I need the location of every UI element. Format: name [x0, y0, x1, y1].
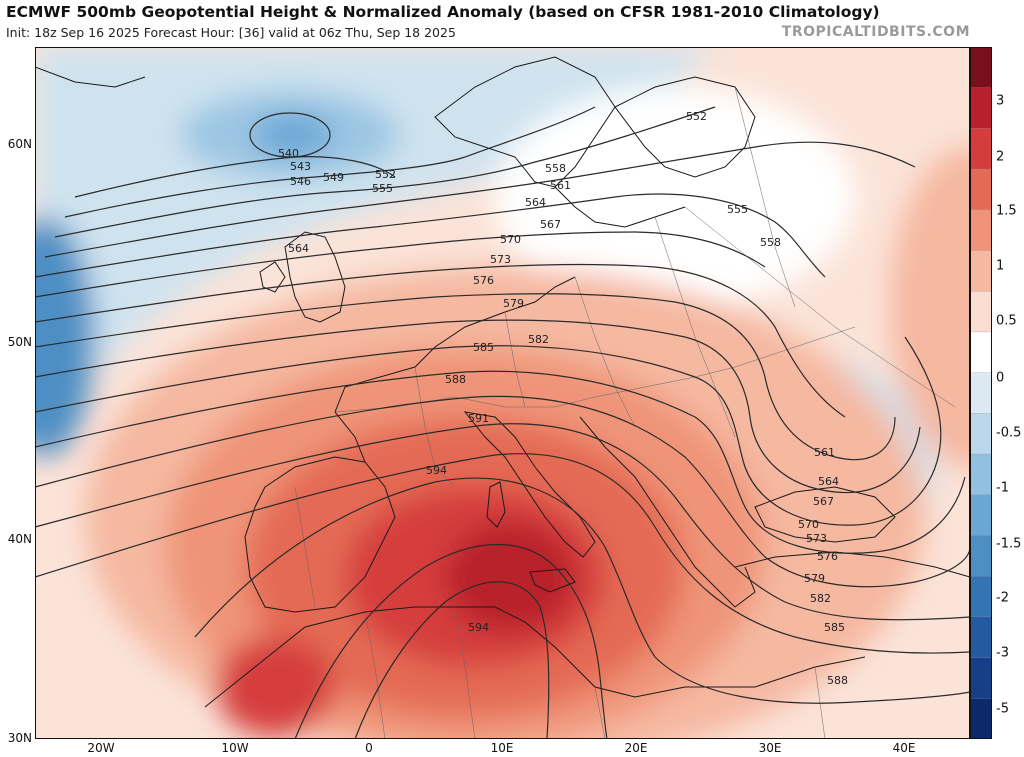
chart-title: ECMWF 500mb Geopotential Height & Normal…	[6, 3, 880, 21]
colorbar-label: 2	[996, 149, 1005, 165]
lon-label: 0	[365, 741, 373, 755]
colorbar-cell	[970, 128, 992, 170]
colorbar-cell	[970, 250, 992, 292]
height-label: 573	[490, 253, 511, 266]
height-label: 582	[528, 333, 549, 346]
height-label: 588	[445, 373, 466, 386]
height-label: 543	[290, 160, 311, 173]
height-label: 564	[288, 242, 309, 255]
height-label: 549	[323, 171, 344, 184]
lon-label: 40E	[892, 741, 916, 755]
height-label: 555	[727, 203, 748, 216]
colorbar-cell	[970, 535, 992, 577]
colorbar-cell	[970, 494, 992, 537]
height-label: 561	[814, 446, 835, 459]
height-label: 576	[473, 274, 494, 287]
colorbar-cell	[970, 168, 992, 211]
colorbar-cell	[970, 87, 992, 130]
colorbar-cell	[970, 698, 992, 739]
credit-label: TROPICALTIDBITS.COM	[781, 24, 970, 40]
colorbar-label: 3	[996, 93, 1005, 109]
colorbar-label: -5	[996, 701, 1009, 717]
height-label: 579	[804, 572, 825, 585]
lon-label: 30E	[758, 741, 782, 755]
chart-subtitle: Init: 18z Sep 16 2025 Forecast Hour: [36…	[6, 25, 456, 40]
height-label: 591	[468, 412, 489, 425]
height-label: 564	[525, 196, 546, 209]
anomaly-shading	[35, 47, 970, 739]
colorbar-cell	[970, 291, 992, 333]
lon-label: 10W	[221, 741, 249, 755]
colorbar-label: -2	[996, 590, 1009, 606]
height-label: 558	[760, 236, 781, 249]
colorbar-label: -1	[996, 480, 1009, 496]
lat-label: 50N	[7, 335, 32, 349]
colorbar-cell	[970, 331, 992, 374]
height-label: 570	[798, 518, 819, 531]
colorbar-label: 1	[996, 258, 1005, 274]
colorbar-cell	[970, 576, 992, 618]
colorbar-cell	[970, 616, 992, 659]
colorbar-cell	[970, 372, 992, 415]
colorbar-cell	[970, 657, 992, 699]
lon-label: 20E	[624, 741, 648, 755]
height-label: 594	[426, 464, 447, 477]
colorbar-label: -3	[996, 645, 1009, 661]
height-label: 567	[540, 218, 561, 231]
height-label: 552	[375, 168, 396, 181]
colorbar-cell	[970, 47, 992, 89]
lat-label: 60N	[7, 137, 32, 151]
height-label: 585	[473, 341, 494, 354]
height-label: 555	[372, 182, 393, 195]
colorbar-cell	[970, 453, 992, 496]
lat-label: 40N	[7, 532, 32, 546]
height-label: 588	[827, 674, 848, 687]
height-label: 546	[290, 175, 311, 188]
colorbar-label: 1.5	[996, 203, 1017, 219]
height-label: 579	[503, 297, 524, 310]
height-label: 564	[818, 475, 839, 488]
height-label: 582	[810, 592, 831, 605]
height-label: 570	[500, 233, 521, 246]
height-contours	[35, 106, 970, 739]
height-label: 552	[686, 110, 707, 123]
coastlines	[35, 56, 970, 708]
height-label: 567	[813, 495, 834, 508]
height-label: 573	[806, 532, 827, 545]
lon-label: 20W	[87, 741, 115, 755]
height-label: 558	[545, 162, 566, 175]
colorbar	[970, 47, 992, 739]
colorbar-label: 0	[996, 370, 1005, 386]
colorbar-cell	[970, 209, 992, 252]
lat-label: 30N	[7, 731, 32, 745]
height-label: 576	[817, 550, 838, 563]
colorbar-cell	[970, 413, 992, 455]
lon-label: 10E	[490, 741, 514, 755]
colorbar-label: -0.5	[996, 425, 1022, 441]
height-label: 594	[468, 621, 489, 634]
contour-labels: 540 543 546 549 552 555 558 561 564 567 …	[278, 110, 848, 687]
map-panel: 540 543 546 549 552 555 558 561 564 567 …	[35, 47, 970, 739]
colorbar-label: -1.5	[996, 536, 1022, 552]
height-label: 561	[550, 179, 571, 192]
height-label: 585	[824, 621, 845, 634]
height-label: 540	[278, 147, 299, 160]
colorbar-label: 0.5	[996, 313, 1017, 329]
